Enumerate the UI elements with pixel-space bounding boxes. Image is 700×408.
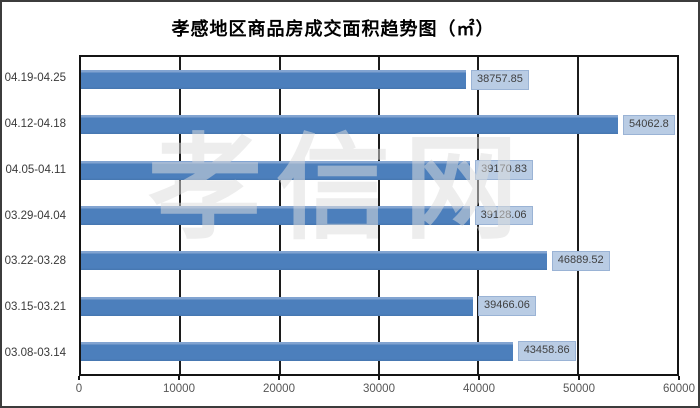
x-tick-label: 20000 — [263, 383, 295, 395]
axis-tick — [478, 376, 480, 380]
bar-row: 38757.85 — [81, 57, 677, 102]
x-tick-label: 60000 — [663, 383, 695, 395]
bar-rows: 38757.85 54062.8 39170.83 39128.06 46889.52 3… — [81, 57, 677, 374]
bar-row: 39128.06 — [81, 193, 677, 238]
category-label: 04.12-04.18 — [4, 117, 66, 130]
axis-tick — [78, 376, 80, 380]
chart-title: 孝感地区商品房成交面积趋势图（㎡） — [171, 19, 495, 40]
category-label: 04.05-04.11 — [5, 163, 66, 176]
value-label: 38757.85 — [470, 69, 529, 90]
x-tick-label: 10000 — [163, 383, 195, 395]
value-label: 39128.06 — [474, 205, 533, 226]
x-tick-label: 50000 — [563, 383, 595, 395]
category-label: 04.19-04.25 — [4, 71, 66, 84]
x-tick-label: 30000 — [363, 383, 395, 395]
category-label: 03.15-03.21 — [4, 301, 66, 314]
bar-03.08-03.14[interactable] — [81, 341, 513, 361]
axis-tick — [278, 376, 280, 380]
value-label: 39170.83 — [475, 160, 533, 181]
x-tick-label: 40000 — [463, 383, 495, 395]
bar-04.05-04.11[interactable] — [81, 160, 471, 180]
bar-row: 39170.83 — [81, 148, 677, 193]
axis-tick — [678, 376, 680, 380]
axis-tick — [378, 376, 380, 380]
bar-row: 39466.06 — [81, 283, 677, 328]
plot-area: 38757.85 54062.8 39170.83 39128.06 46889.52 3… — [79, 55, 679, 376]
bar-row: 43458.86 — [81, 329, 677, 374]
bar-03.29-04.04[interactable] — [81, 205, 470, 225]
category-label: 03.08-03.14 — [4, 347, 66, 360]
value-label: 54062.8 — [623, 115, 675, 135]
axis-tick — [178, 376, 180, 380]
category-label: 03.29-04.04 — [4, 209, 66, 222]
value-label: 39466.06 — [478, 296, 536, 316]
bar-03.15-03.21[interactable] — [81, 296, 474, 316]
x-tick-label: 0 — [75, 383, 83, 395]
bar-04.19-04.25[interactable] — [81, 70, 466, 90]
gridline — [576, 57, 579, 374]
bar-row: 54062.8 — [81, 102, 677, 147]
bar-row: 46889.52 — [81, 238, 677, 283]
bar-03.22-03.28[interactable] — [81, 251, 547, 271]
y-axis-category-labels: 04.19-04.25 04.12-04.18 04.05-04.11 03.29-0… — [2, 55, 73, 376]
value-label: 46889.52 — [551, 250, 610, 271]
value-label: 43458.86 — [517, 341, 576, 362]
axis-tick — [578, 376, 580, 380]
bar-04.12-04.18[interactable] — [81, 115, 619, 135]
category-label: 03.22-03.28 — [4, 255, 66, 268]
